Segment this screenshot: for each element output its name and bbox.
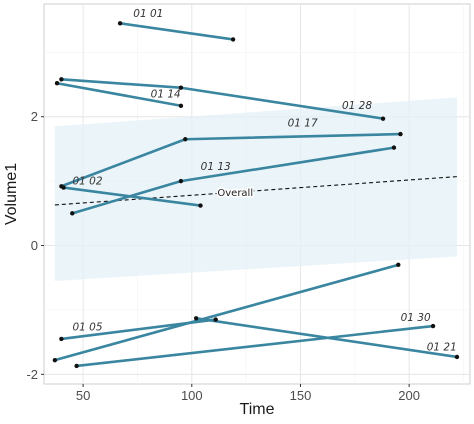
plot-panel [43, 3, 471, 385]
x-tick-label: 50 [76, 388, 90, 403]
data-point [59, 77, 64, 82]
x-axis-title: Time [240, 401, 275, 418]
series-label: 01 05 [72, 322, 102, 334]
data-point [193, 316, 199, 321]
series-line [118, 22, 235, 41]
data-point [178, 178, 184, 184]
data-point [117, 21, 123, 26]
data-point [52, 357, 58, 363]
data-point [59, 336, 64, 342]
series-label: 01 17 [288, 117, 318, 129]
y-tick-label: 0 [31, 238, 38, 253]
series-line [55, 81, 183, 108]
data-point [54, 81, 60, 86]
data-point [70, 211, 75, 216]
data-point [454, 354, 460, 360]
panel-border [43, 3, 471, 385]
y-tick-label: 2 [31, 109, 38, 124]
data-point [213, 317, 218, 322]
series-label: 01 01 [133, 8, 163, 20]
data-point [430, 323, 436, 329]
overall-label: Overall [217, 188, 253, 199]
data-point [398, 131, 403, 137]
data-point [178, 85, 184, 90]
series-label: 01 30 [401, 312, 431, 324]
data-points [52, 21, 460, 369]
x-tick-label: 100 [181, 388, 203, 403]
series-line [194, 317, 459, 359]
data-point [61, 185, 66, 190]
y-axis-title: Volume1 [3, 163, 20, 225]
y-tick-label: -2 [26, 367, 38, 382]
data-point [183, 137, 188, 142]
overall-trend: Overall [54, 176, 457, 206]
series-labels: 01 01 01 14 01 28 01 17 01 02 01 13 01 05 01 30… [72, 8, 456, 354]
series-line [53, 263, 400, 362]
y-axis-ticks: -2 0 2 [26, 109, 44, 382]
data-point [178, 103, 184, 108]
x-tick-label: 150 [290, 388, 312, 403]
overall-confidence-band [54, 97, 457, 281]
series-label: 01 21 [427, 342, 457, 354]
series-label: 01 13 [201, 161, 231, 173]
data-point [380, 116, 386, 121]
data-point [230, 37, 236, 42]
data-point [198, 203, 203, 208]
data-point [74, 363, 79, 369]
series-label: 01 14 [151, 88, 181, 100]
series-line [75, 324, 435, 368]
data-point [396, 262, 401, 268]
series-label: 01 28 [342, 100, 372, 112]
x-tick-label: 200 [398, 388, 420, 403]
series-label: 01 02 [72, 175, 102, 187]
x-axis-ticks: 50 100 150 200 [76, 384, 420, 403]
confidence-band [54, 97, 457, 281]
data-point [391, 145, 397, 150]
